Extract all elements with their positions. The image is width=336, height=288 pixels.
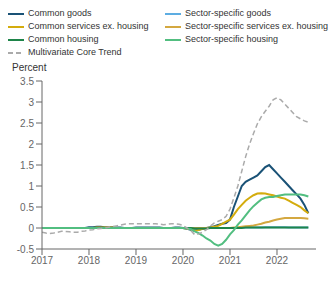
svg-text:3.5: 3.5 (20, 76, 34, 87)
html-text:Sector-specific housing: Sector-specific housing (184, 34, 278, 44)
svg-text:-0.5: -0.5 (17, 244, 35, 255)
html-text:Multivariate Core Trend: Multivariate Core Trend (28, 47, 122, 57)
svg-text:1: 1 (28, 181, 34, 192)
svg-text:3: 3 (28, 97, 34, 108)
html-text:Common goods: Common goods (28, 8, 92, 18)
svg-text:2017: 2017 (31, 255, 54, 266)
svg-text:2020: 2020 (172, 255, 195, 266)
svg-text:2: 2 (28, 139, 34, 150)
svg-text:2.5: 2.5 (20, 118, 34, 129)
svg-text:2019: 2019 (125, 255, 148, 266)
html-text:Sector-specific goods: Sector-specific goods (184, 8, 271, 18)
html-text:Common services ex. housing: Common services ex. housing (28, 21, 149, 31)
svg-text:0.5: 0.5 (20, 202, 34, 213)
svg-text:2022: 2022 (266, 255, 289, 266)
svg-text:0: 0 (28, 223, 34, 234)
html-text:Common housing: Common housing (28, 34, 99, 44)
html-text:Percent: Percent (12, 62, 47, 73)
svg-text:1.5: 1.5 (20, 160, 34, 171)
html-text:Sector-specific services ex. h: Sector-specific services ex. housing (184, 21, 328, 31)
svg-text:2018: 2018 (78, 255, 101, 266)
svg-text:2021: 2021 (219, 255, 242, 266)
